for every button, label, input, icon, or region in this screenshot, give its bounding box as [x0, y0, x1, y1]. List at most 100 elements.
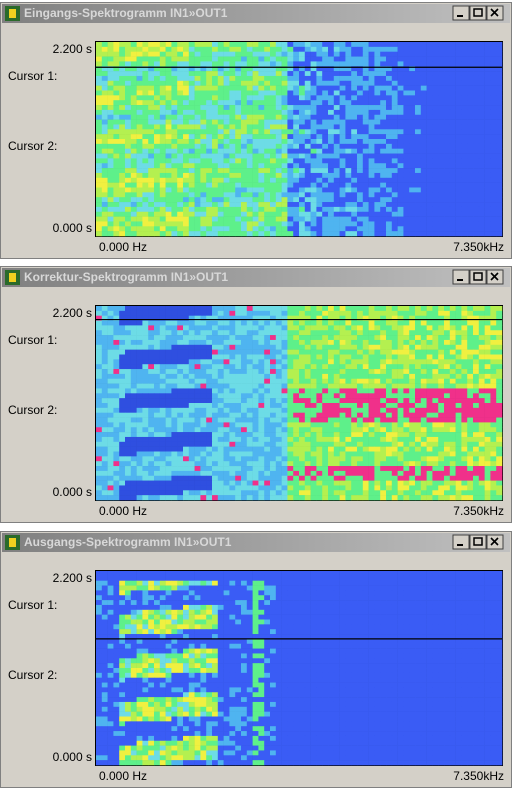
spectrogram-cell: [421, 76, 427, 81]
spectrogram-cell: [258, 413, 264, 418]
spectrogram-cell: [264, 192, 270, 197]
spectrogram-cell: [119, 418, 125, 423]
spectrogram-cell: [276, 139, 282, 144]
spectrogram-cell: [131, 212, 137, 217]
spectrogram-cell: [253, 42, 259, 47]
spectrogram-cell: [299, 183, 305, 188]
spectrogram-cell: [229, 388, 235, 393]
maximize-button[interactable]: [470, 270, 486, 284]
spectrogram-cell: [102, 207, 108, 212]
spectrogram-cell: [253, 335, 259, 340]
spectrogram-cell: [438, 120, 444, 125]
spectrogram-cell: [386, 197, 392, 202]
spectrogram-cell: [166, 418, 172, 423]
spectrogram-cell: [125, 81, 131, 86]
spectrogram-cell: [305, 129, 311, 134]
spectrogram-cell: [206, 192, 212, 197]
spectrogram-cell: [270, 192, 276, 197]
spectrogram-cell: [229, 330, 235, 335]
spectrogram-cell: [340, 95, 346, 100]
spectrogram-cell: [270, 442, 276, 447]
spectrogram-cell: [421, 95, 427, 100]
button-face[interactable]: [453, 270, 469, 284]
spectrogram-cell: [154, 427, 160, 432]
spectrogram-cell: [444, 110, 450, 115]
spectrogram-cell: [235, 183, 241, 188]
spectrogram-cell: [432, 359, 438, 364]
minimize-button[interactable]: [453, 6, 469, 20]
spectrogram-cell: [322, 139, 328, 144]
spectrogram-cell: [340, 422, 346, 427]
spectrogram-cell: [316, 330, 322, 335]
spectrogram-cell: [189, 71, 195, 76]
spectrogram-cell: [177, 154, 183, 159]
spectrogram-cell: [154, 374, 160, 379]
spectrogram-cell: [432, 393, 438, 398]
spectrogram-cell: [311, 95, 317, 100]
spectrogram-cell: [479, 158, 485, 163]
spectrogram-cell: [287, 95, 293, 100]
maximize-button[interactable]: [470, 6, 486, 20]
spectrogram-cell: [467, 86, 473, 91]
spectrogram-cell: [171, 163, 177, 168]
spectrogram-cell: [247, 325, 253, 330]
spectrogram-cell: [264, 221, 270, 226]
spectrogram-cell: [189, 212, 195, 217]
spectrogram-cell: [195, 330, 201, 335]
close-button[interactable]: [487, 270, 503, 284]
spectrogram-cell: [293, 52, 299, 57]
spectrogram-cell: [438, 379, 444, 384]
spectrogram-cell: [432, 350, 438, 355]
spectrogram-cell: [444, 413, 450, 418]
spectrogram-cell: [206, 306, 212, 311]
spectrogram-cell: [154, 345, 160, 350]
spectrogram-cell: [148, 403, 154, 408]
spectrogram-cell: [461, 173, 467, 178]
spectrogram-cell: [490, 207, 496, 212]
spectrogram-cell: [334, 188, 340, 193]
glyph[interactable]: [457, 279, 463, 281]
spectrogram-cell: [229, 442, 235, 447]
spectrogram-cell: [96, 86, 102, 91]
spectrogram-cell: [311, 139, 317, 144]
spectrogram-cell: [345, 306, 351, 311]
spectrogram-cell: [218, 388, 224, 393]
spectrogram-cell: [247, 42, 253, 47]
minimize-button[interactable]: [453, 270, 469, 284]
spectrogram-cell: [206, 154, 212, 159]
spectrogram-cell: [398, 61, 404, 66]
button-face[interactable]: [453, 6, 469, 20]
spectrogram-cell: [409, 173, 415, 178]
spectrogram-cell: [287, 149, 293, 154]
spectrogram-cell: [334, 139, 340, 144]
spectrogram-cell: [299, 374, 305, 379]
spectrogram-cell: [456, 124, 462, 129]
spectrogram-cell: [125, 359, 131, 364]
spectrogram-cell: [299, 427, 305, 432]
spectrogram-cell: [282, 422, 288, 427]
spectrogram-cell: [224, 76, 230, 81]
spectrogram-cell: [154, 183, 160, 188]
spectrogram-cell: [166, 144, 172, 149]
button-face[interactable]: [470, 6, 486, 20]
spectrogram-cell: [137, 408, 143, 413]
spectrogram-cell: [270, 364, 276, 369]
spectrogram-cell: [177, 325, 183, 330]
spectrogram-cell: [293, 47, 299, 52]
spectrogram-cell: [380, 311, 386, 316]
button-face[interactable]: [470, 270, 486, 284]
spectrogram-cell: [340, 154, 346, 159]
spectrogram-cell: [340, 197, 346, 202]
spectrogram-cell: [427, 374, 433, 379]
spectrogram-cell: [409, 129, 415, 134]
spectrogram-cell: [131, 52, 137, 57]
spectrogram-cell: [218, 408, 224, 413]
close-button[interactable]: [487, 6, 503, 20]
spectrogram-cell: [496, 403, 502, 408]
spectrogram-cell: [282, 207, 288, 212]
spectrogram-cell: [102, 149, 108, 154]
glyph[interactable]: [457, 15, 463, 17]
spectrogram-cell: [467, 345, 473, 350]
spectrogram-cell: [212, 42, 218, 47]
spectrogram-cell: [328, 345, 334, 350]
